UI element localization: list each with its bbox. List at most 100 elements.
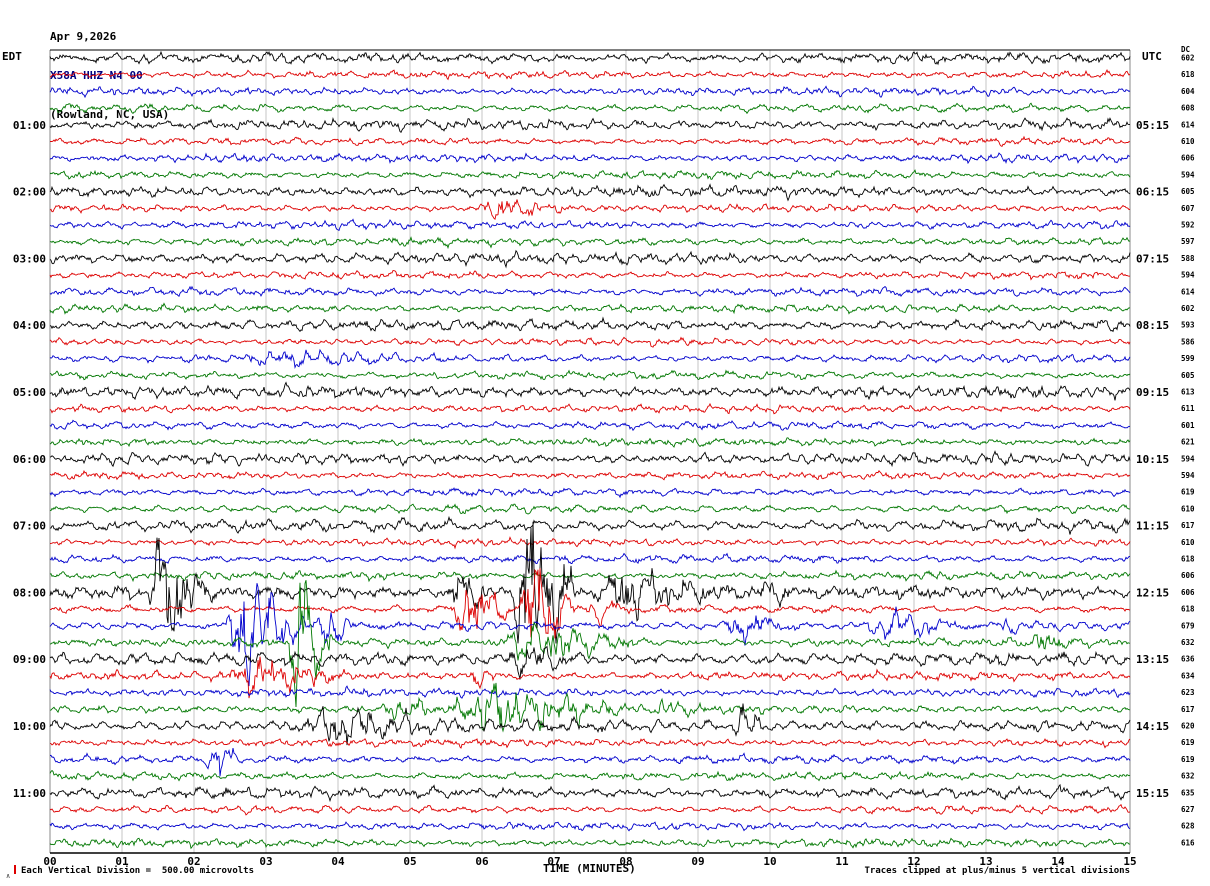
trace-row — [49, 419, 1131, 432]
utc-label-right: 13:15 — [1136, 653, 1169, 666]
x-tick-label: 10 — [763, 855, 776, 868]
trace-row — [49, 748, 1131, 777]
trace-row — [49, 583, 1131, 687]
utc-label-right: 09:15 — [1136, 386, 1169, 399]
trace-row — [49, 503, 1131, 515]
dc-value: 620 — [1181, 722, 1195, 731]
dc-value: 604 — [1181, 87, 1195, 96]
clip-note: Traces clipped at plus/minus 5 vertical … — [864, 866, 1130, 876]
dc-value: 601 — [1181, 421, 1195, 430]
dc-value: 619 — [1181, 738, 1195, 747]
hour-label-left: 10:00 — [13, 720, 46, 733]
x-tick-label: 11 — [835, 855, 849, 868]
hour-label-left: 04:00 — [13, 319, 46, 332]
utc-label-right: 08:15 — [1136, 319, 1169, 332]
trace-row — [49, 218, 1131, 232]
vertical-division-note: Each Vertical Division = 500.00 microvol… — [14, 865, 254, 876]
dc-value: 607 — [1181, 204, 1195, 213]
hour-label-left: 07:00 — [13, 520, 46, 533]
trace-row — [49, 769, 1131, 782]
dc-value: 634 — [1181, 671, 1195, 680]
dc-value: 621 — [1181, 438, 1195, 447]
trace-row — [49, 783, 1131, 803]
red-scale-tick-icon — [14, 865, 16, 874]
dc-value: 599 — [1181, 354, 1195, 363]
corner-mark: ∧ — [6, 872, 11, 880]
dc-value: 632 — [1181, 638, 1195, 647]
utc-label-right: 12:15 — [1136, 586, 1169, 599]
trace-row — [49, 450, 1131, 468]
trace-row — [49, 656, 1131, 699]
dc-value: 594 — [1181, 271, 1195, 280]
dc-value: 594 — [1181, 454, 1195, 463]
dc-value: 679 — [1181, 621, 1195, 630]
x-tick-label: 13 — [979, 855, 992, 868]
trace-row — [49, 821, 1131, 832]
dc-value: 618 — [1181, 605, 1195, 614]
dc-value: 594 — [1181, 170, 1195, 179]
trace-row — [49, 85, 1131, 99]
header-date: Apr 9,2026 — [50, 30, 117, 43]
dc-value: 636 — [1181, 655, 1195, 664]
trace-row — [49, 569, 1131, 583]
utc-label-right: 10:15 — [1136, 453, 1169, 466]
utc-label-right: 07:15 — [1136, 252, 1169, 265]
trace-row — [49, 469, 1131, 481]
dc-value: 610 — [1181, 137, 1195, 146]
dc-value: 597 — [1181, 237, 1195, 246]
trace-row — [49, 102, 1131, 115]
dc-value: 606 — [1181, 588, 1195, 597]
hour-label-left: 09:00 — [13, 653, 46, 666]
x-tick-label: 05 — [403, 855, 416, 868]
dc-value: 605 — [1181, 371, 1195, 380]
trace-row — [49, 837, 1130, 850]
dc-value: 608 — [1181, 104, 1195, 113]
dc-value: 605 — [1181, 187, 1195, 196]
dc-value: 617 — [1181, 521, 1195, 530]
vertical-division-text: Each Vertical Division = 500.00 microvol… — [21, 866, 254, 876]
dc-value: 614 — [1181, 120, 1195, 129]
dc-value: 613 — [1181, 388, 1195, 397]
trace-row — [49, 152, 1131, 165]
dc-value: 635 — [1181, 788, 1195, 797]
trace-row — [49, 135, 1131, 148]
trace-row — [49, 316, 1131, 333]
dc-value: 593 — [1181, 321, 1195, 330]
x-tick-label: 06 — [475, 855, 489, 868]
trace-row — [49, 369, 1131, 381]
trace-row — [49, 249, 1131, 269]
dc-value: 619 — [1181, 755, 1195, 764]
trace-row — [49, 437, 1131, 448]
trace-row — [49, 336, 1131, 348]
trace-row — [49, 169, 1131, 180]
trace-row — [49, 645, 1131, 680]
x-tick-label: 02 — [187, 855, 200, 868]
dc-value: 628 — [1181, 822, 1195, 831]
trace-row — [49, 116, 1131, 134]
trace-row — [49, 738, 1131, 749]
left-timezone-label: EDT — [2, 50, 22, 63]
x-tick-label: 08 — [619, 855, 632, 868]
x-tick-label: 01 — [115, 855, 129, 868]
utc-label-right: 11:15 — [1136, 520, 1169, 533]
dc-value: 592 — [1181, 221, 1195, 230]
dc-value: 623 — [1181, 688, 1195, 697]
trace-row — [49, 682, 1131, 733]
trace-row — [49, 236, 1131, 250]
trace-row — [49, 199, 1131, 221]
hour-label-left: 03:00 — [13, 252, 46, 265]
hour-label-left: 05:00 — [13, 386, 46, 399]
right-timezone-label: UTC — [1142, 50, 1162, 63]
hour-label-left: 01:00 — [13, 119, 46, 132]
trace-row — [49, 302, 1131, 315]
dc-value: 619 — [1181, 488, 1195, 497]
trace-row — [49, 568, 1131, 639]
trace-row — [49, 580, 1131, 708]
trace-row — [49, 183, 1131, 202]
dc-value: 618 — [1181, 555, 1195, 564]
x-tick-label: 04 — [331, 855, 345, 868]
dc-value: 617 — [1181, 705, 1195, 714]
hour-label-left: 06:00 — [13, 453, 46, 466]
dc-value: 618 — [1181, 70, 1195, 79]
